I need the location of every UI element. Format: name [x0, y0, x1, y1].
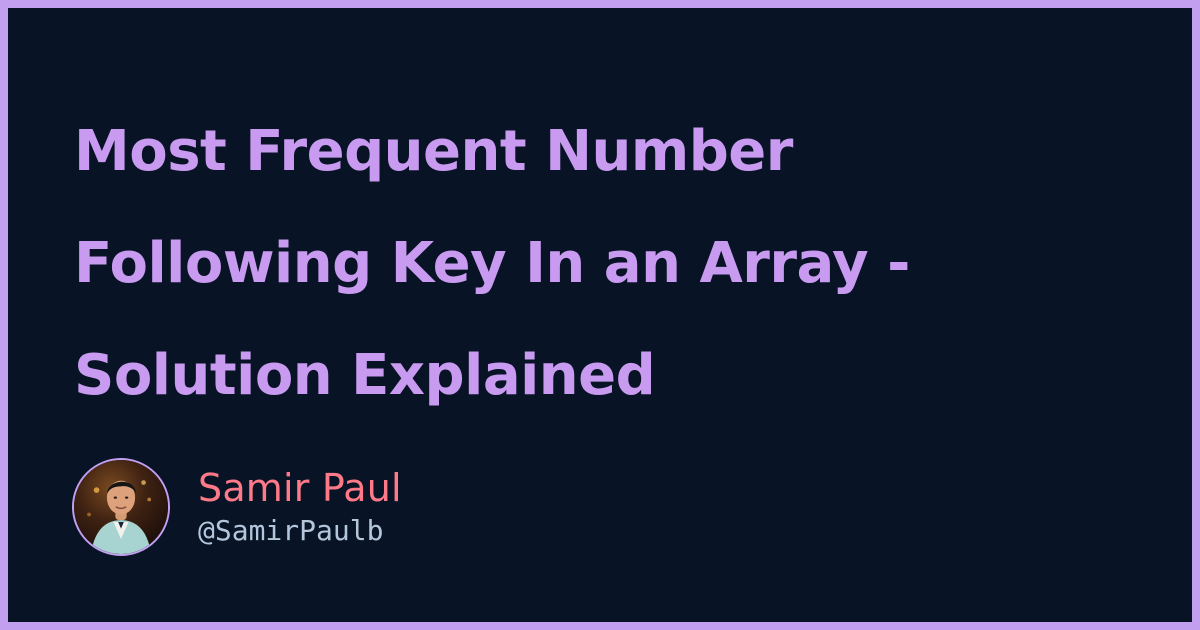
author-info: Samir Paul @SamirPaulb: [198, 466, 402, 548]
social-card: Most Frequent Number Following Key In an…: [8, 8, 1192, 622]
avatar: [72, 458, 170, 556]
author-block: Samir Paul @SamirPaulb: [72, 458, 402, 556]
avatar-photo-icon: [74, 460, 168, 554]
author-handle: @SamirPaulb: [198, 514, 384, 547]
article-title: Most Frequent Number Following Key In an…: [74, 119, 910, 408]
author-name: Samir Paul: [198, 466, 402, 510]
